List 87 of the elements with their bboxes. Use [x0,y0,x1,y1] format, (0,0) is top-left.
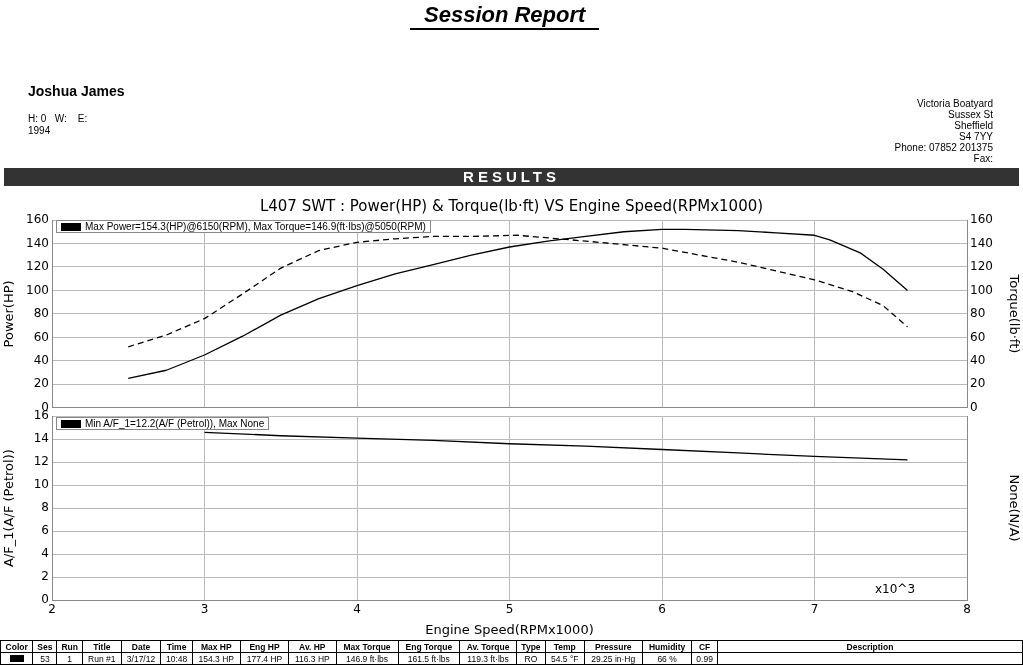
annotation: x10^3 [875,582,916,596]
y-tick-label: 20 [33,376,49,391]
y2-axis-title: None(N/A) [1006,474,1022,542]
text: RESULTS [4,168,1019,186]
y-tick-label: 10 [33,477,49,492]
y-tick-label: 0 [41,592,49,607]
text: Title [82,640,122,653]
x-tick-label: 7 [810,602,819,617]
text: Temp [545,640,585,653]
text: Run [56,640,83,653]
note-box: Max Power=154.3(HP)@6150(RPM), Max Torque=146.9(ft·lbs)@5050(RPM) [56,220,431,233]
y2-tick-label: 140 [970,235,993,250]
text: 1994 [28,125,51,136]
text: Phone: 07852 201375 [894,142,993,153]
y-axis-title: Power(HP) [1,280,17,348]
y-tick-label: 80 [33,306,49,321]
text: CF [691,640,718,653]
x-tick-label: 4 [353,602,361,617]
y-tick-label: 140 [26,235,49,250]
text: Run #1 [82,652,122,665]
y-tick-label: 6 [41,523,49,538]
chart-title: L407 SWT : Power(HP) & Torque(lb·ft) VS Engine Speed(RPMx1000) [259,196,764,215]
text: Fax: [973,153,993,164]
x-tick-label: 3 [200,602,209,617]
text: 0.99 [691,652,718,665]
y-tick-label: 12 [33,454,49,469]
text: Av. Torque [459,640,517,653]
text: Type [516,640,546,653]
y-tick-label: 14 [33,431,49,446]
y2-tick-label: 40 [970,352,986,367]
text: Joshua James [28,83,125,99]
text: 119.3 ft·lbs [459,652,517,665]
annotation: Max Power=154.3(HP)@6150(RPM), Max Torque=146.9(ft·lbs)@5050(RPM) [85,221,426,232]
text: 1 [56,652,83,665]
text: Description [717,640,1023,653]
text: 53 [32,652,57,665]
text: 29.25 in·Hg [584,652,643,665]
text: Victoria Boatyard [917,98,993,109]
y-tick-label: 120 [26,259,49,274]
y-tick-label: 4 [41,546,49,561]
text: Max Torque [336,640,399,653]
y2-tick-label: 120 [970,259,993,274]
text: Ses [32,640,57,653]
text: 177.4 HP [240,652,289,665]
y-axis-title: A/F_1(A/F (Petrol)) [1,449,17,567]
x-tick-label: 8 [963,602,971,617]
y2-tick-label: 60 [970,329,986,344]
text: 154.3 HP [192,652,241,665]
y2-tick-label: 0 [970,399,978,414]
text: Max HP [192,640,241,653]
y-tick-label: 40 [33,352,49,367]
text: Eng Torque [398,640,460,653]
text: 161.5 ft·lbs [398,652,460,665]
annotation: Min A/F_1=12.2(A/F (Petrol)), Max None [85,418,265,429]
text: H: 0 W: E: [28,113,88,124]
y2-axis-title: Torque(lb·ft) [1006,273,1022,354]
text: 54.5 °F [545,652,585,665]
text: Sussex St [947,109,993,120]
y2-tick-label: 20 [970,376,986,391]
text: 146.9 ft·lbs [336,652,399,665]
text: Date [121,640,161,653]
text: Eng HP [240,640,289,653]
y2-tick-label: 100 [970,282,993,297]
text: RO [516,652,546,665]
y-tick-label: 2 [41,569,49,584]
text: 10:48 [160,652,193,665]
note-box: Min A/F_1=12.2(A/F (Petrol)), Max None [56,417,270,430]
x-tick-label: 6 [658,602,666,617]
y-tick-label: 100 [26,282,49,297]
y-tick-label: 160 [26,212,49,227]
text: 66 % [642,652,692,665]
text: Session Report [410,2,600,30]
x-tick-label: 5 [505,602,514,617]
text: Pressure [584,640,643,653]
text: 116.3 HP [288,652,337,665]
y2-tick-label: 160 [970,212,993,227]
y-tick-label: 8 [41,500,49,515]
text: Humidity [642,640,692,653]
text: 3/17/12 [121,652,161,665]
text: S4 7YY [959,131,993,142]
text: Sheffield [954,120,993,131]
y2-tick-label: 80 [970,306,986,321]
text: Av. HP [288,640,337,653]
y-tick-label: 60 [33,329,49,344]
x-axis-title: Engine Speed(RPMx1000) [425,621,594,637]
text: Time [160,640,193,653]
text: Color [0,640,33,653]
